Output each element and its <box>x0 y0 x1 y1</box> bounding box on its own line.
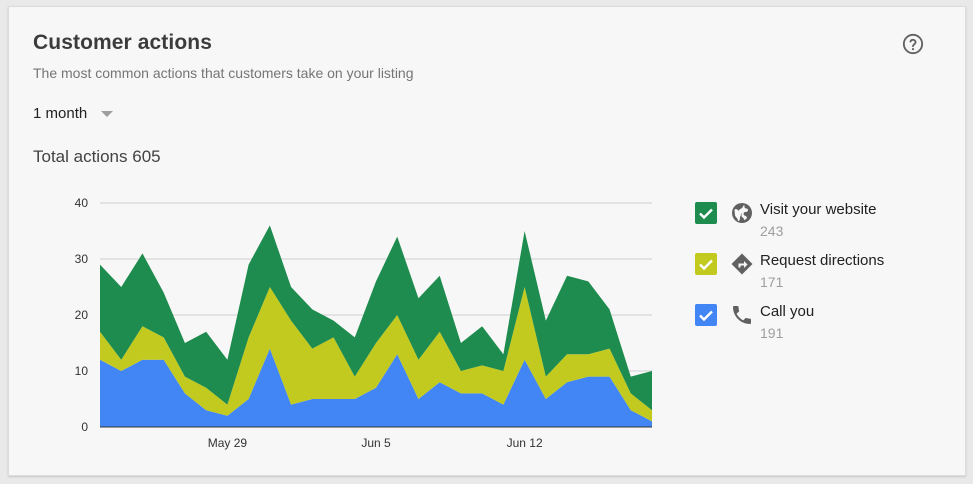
y-tick-label: 30 <box>75 252 89 266</box>
phone-icon <box>733 306 751 324</box>
checkmark-icon <box>699 310 713 322</box>
y-tick-label: 40 <box>75 196 89 210</box>
chart-legend: Visit your website 243 Request direction… <box>695 199 955 352</box>
call-you-checkbox[interactable] <box>695 304 717 326</box>
card-subtitle: The most common actions that customers t… <box>33 65 414 81</box>
total-actions: Total actions 605 <box>33 147 161 167</box>
help-circle-icon[interactable] <box>902 33 924 55</box>
legend-count: 171 <box>760 274 784 290</box>
card-title: Customer actions <box>33 31 212 54</box>
legend-count: 191 <box>760 325 784 341</box>
checkmark-icon <box>699 208 713 220</box>
directions-icon <box>731 253 753 275</box>
area-series-visit-your-website <box>100 225 652 411</box>
legend-count: 243 <box>760 223 784 239</box>
time-range-value: 1 month <box>33 105 88 122</box>
total-actions-value: 605 <box>132 147 161 166</box>
legend-label: Call you <box>760 303 815 320</box>
x-tick-label: Jun 5 <box>361 436 391 450</box>
stacked-area-chart: 0 10 20 30 40 May 29 Jun 5 Jun 12 <box>75 196 652 450</box>
checkmark-icon <box>699 259 713 271</box>
visit-website-checkbox[interactable] <box>695 202 717 224</box>
customer-actions-card: Customer actions The most common actions… <box>8 6 966 476</box>
y-tick-label: 20 <box>75 308 89 322</box>
legend-label: Request directions <box>760 252 885 269</box>
y-tick-label: 0 <box>81 420 88 434</box>
legend-item-call-you: Call you 191 <box>695 301 955 352</box>
x-tick-label: Jun 12 <box>507 436 543 450</box>
time-range-dropdown[interactable]: 1 month <box>33 105 114 122</box>
legend-item-request-directions: Request directions 171 <box>695 250 955 301</box>
total-actions-label: Total actions <box>33 147 128 166</box>
request-directions-checkbox[interactable] <box>695 253 717 275</box>
legend-item-visit-website: Visit your website 243 <box>695 199 955 250</box>
area-series-request-directions <box>100 287 652 422</box>
x-tick-label: May 29 <box>208 436 248 450</box>
y-tick-label: 10 <box>75 364 89 378</box>
chevron-down-icon <box>101 110 114 117</box>
globe-icon <box>732 203 752 223</box>
legend-label: Visit your website <box>760 201 877 218</box>
